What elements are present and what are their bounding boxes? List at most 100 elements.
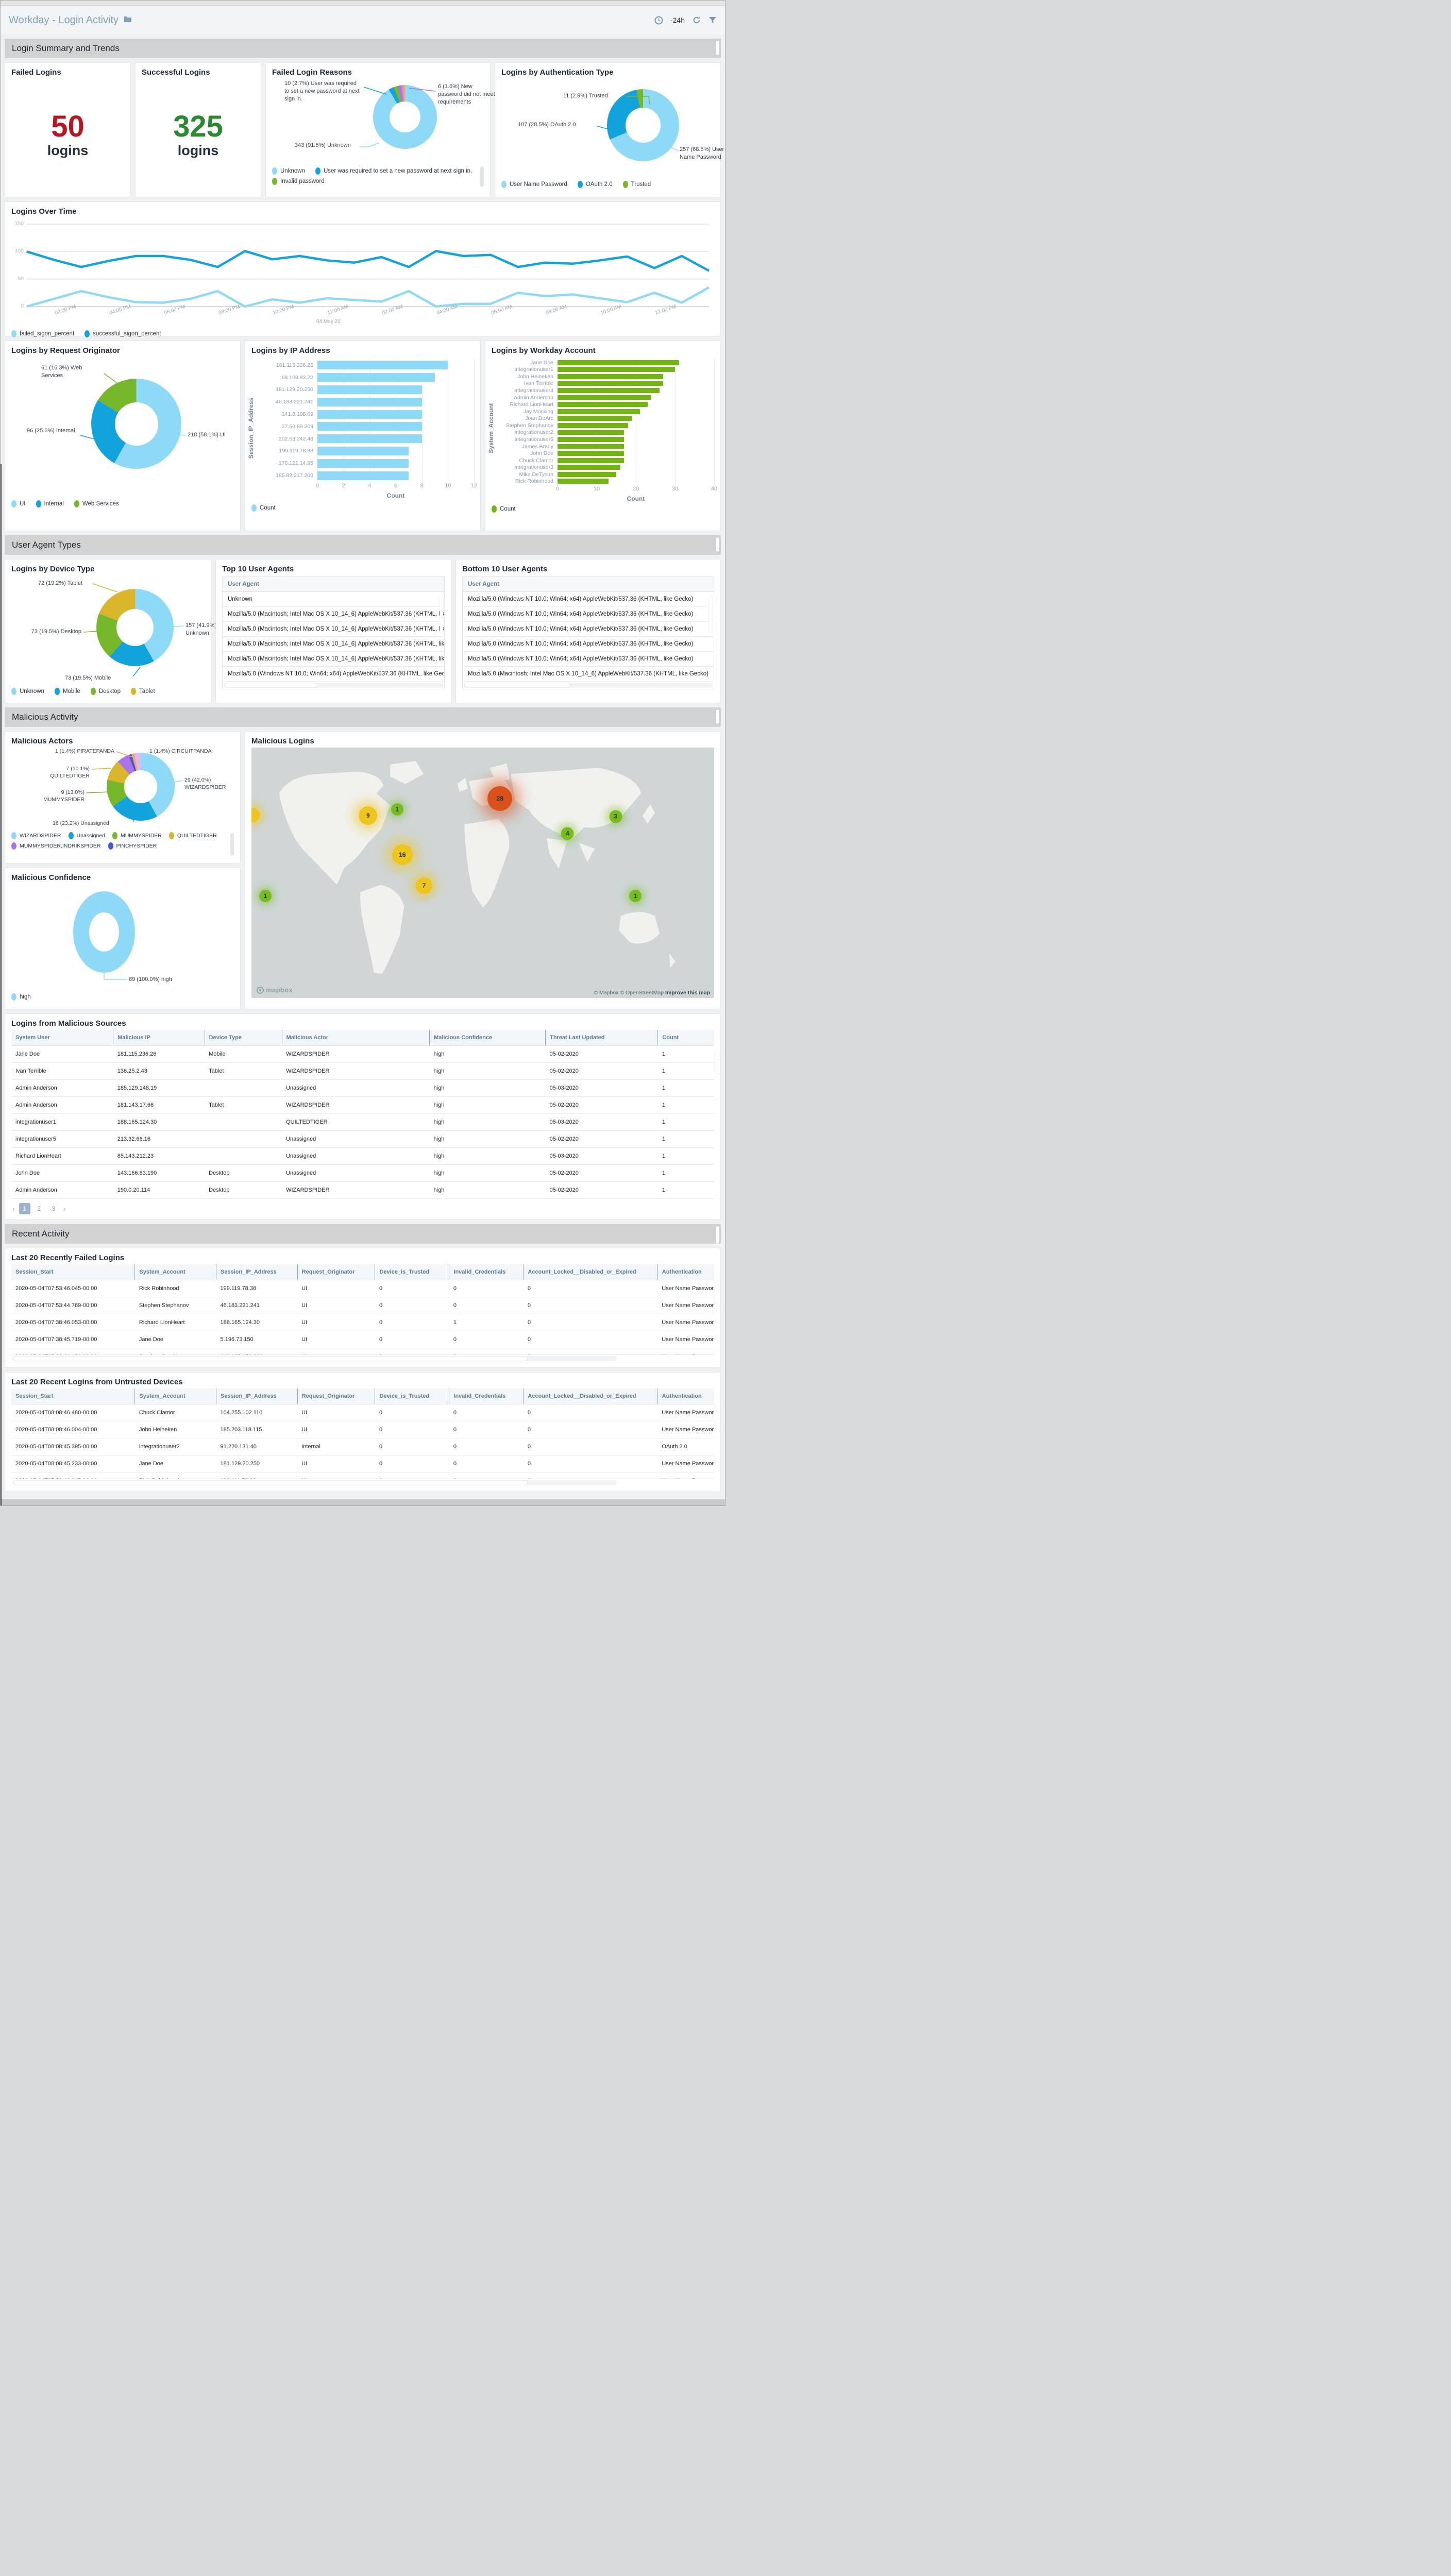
vertical-scrollbar[interactable] [439, 597, 443, 633]
legend-item[interactable]: failed_sigon_percent [11, 330, 74, 337]
bar[interactable] [558, 437, 625, 442]
bar[interactable] [558, 395, 652, 400]
bar[interactable] [558, 388, 660, 393]
table-row[interactable]: 2020-05-04T07:38:46.053-00:00 Richard Lio… [11, 1314, 714, 1331]
table-row[interactable]: 2020-05-04T07:38:45.719-00:00 Jane Doe 5.1… [11, 1331, 714, 1348]
donut-chart-device-type[interactable]: 72 (19.2%) Tablet 157 (41.9%) Unknown 73 (… [11, 575, 216, 685]
time-range-value[interactable]: -24h [670, 16, 685, 24]
column-header[interactable]: Request_Originator [297, 1388, 375, 1404]
bar[interactable] [317, 471, 409, 480]
bar[interactable] [317, 410, 422, 419]
table-scrollbar[interactable] [715, 1050, 719, 1074]
legend-scrollbar[interactable] [480, 166, 484, 187]
table-row[interactable]: Ivan Terrible 136.25.2.43 Tablet WIZARDSPID… [11, 1062, 714, 1080]
map-bubble[interactable]: 1 [391, 803, 403, 816]
column-header[interactable]: Threat Last Updated [545, 1030, 658, 1046]
donut-malicious-confidence[interactable] [73, 891, 135, 973]
donut-chart-malicious-actors[interactable]: 1 (1.4%) PIRATEPANDA 1 (1.4%) CIRCUITPAND… [11, 748, 234, 829]
legend-item[interactable]: Web Services [74, 500, 119, 507]
section-scrollbar[interactable] [716, 1226, 719, 1244]
legend-item[interactable]: Invalid password [272, 178, 325, 185]
horizontal-scrollbar[interactable] [13, 1357, 528, 1361]
table-scrollbar[interactable] [715, 1281, 719, 1305]
table-row[interactable]: Mozilla/5.0 (Macintosh; Intel Mac OS X 1… [462, 667, 714, 682]
filter-icon[interactable] [708, 16, 717, 24]
column-header[interactable]: Authentication [657, 1264, 714, 1280]
legend-item[interactable]: User was required to set a new password … [315, 167, 472, 175]
donut-malicious-actors[interactable] [107, 753, 175, 821]
legend-item[interactable]: Desktop [90, 688, 121, 695]
table-row[interactable]: Mozilla/5.0 (Windows NT 10.0; Win64; x64… [462, 622, 714, 637]
line-chart-logins-over-time[interactable]: 0 50 100 150 02:00 PM 04:00 PM 06:00 PM 08:00 … [11, 218, 714, 327]
bar[interactable] [558, 457, 625, 463]
legend-item[interactable]: Mobile [54, 688, 80, 695]
column-header[interactable]: Device_is_Trusted [375, 1264, 449, 1280]
donut-chart-failed-reasons[interactable]: 10 (2.7%) User was required to set a new… [272, 79, 495, 164]
section-scrollbar[interactable] [716, 537, 719, 552]
column-header[interactable]: System_Account [134, 1264, 216, 1280]
horizontal-scrollbar[interactable] [224, 683, 317, 687]
pagination-page[interactable]: 3 [52, 1205, 56, 1212]
bar[interactable] [558, 451, 625, 456]
legend-scrollbar[interactable] [230, 833, 234, 856]
map-bubble[interactable]: 9 [359, 806, 378, 825]
mapbox-attribution-link[interactable]: © Mapbox [594, 990, 619, 996]
improve-map-link[interactable]: Improve this map [665, 990, 710, 996]
table-row[interactable]: 2020-05-04T08:08:45.233-00:00 Jane Doe 181… [11, 1455, 714, 1472]
column-header[interactable]: Account_Locked__Disabled_or_Expired [523, 1264, 658, 1280]
column-header[interactable]: Session_IP_Address [216, 1388, 298, 1404]
horizontal-scrollbar[interactable] [464, 683, 569, 687]
refresh-icon[interactable] [692, 16, 701, 24]
donut-auth-type[interactable] [607, 89, 679, 161]
legend-item[interactable]: high [11, 993, 31, 1001]
legend-item[interactable]: MUMMYSPIDER [112, 832, 162, 839]
horizontal-scrollbar[interactable] [13, 1481, 528, 1485]
table-row[interactable]: 2020-05-04T08:08:45.395-00:00 integration… [11, 1438, 714, 1455]
column-header[interactable]: Invalid_Credentials [449, 1388, 524, 1404]
donut-failed-reasons[interactable] [373, 85, 437, 149]
bar[interactable] [558, 416, 632, 421]
legend-item[interactable]: PINCHYSPIDER [108, 842, 157, 850]
legend-item[interactable]: UI [11, 500, 26, 507]
bar-chart-logins-by-ip[interactable]: 181.115.236.26 68.109.83.22 181.129.20.250… [251, 359, 477, 491]
column-header[interactable]: Device_is_Trusted [375, 1388, 449, 1404]
osm-attribution-link[interactable]: © OpenStreetMap [620, 990, 664, 996]
bar[interactable] [317, 397, 422, 406]
map-bubble[interactable]: 1 [259, 889, 272, 902]
table-row[interactable]: Mozilla/5.0 (Macintosh; Intel Mac OS X 1… [222, 622, 444, 637]
column-header[interactable]: Account_Locked__Disabled_or_Expired [523, 1388, 658, 1404]
legend-item[interactable]: successful_sigon_percent [85, 330, 161, 337]
table-row[interactable]: 2020-05-04T08:08:46.004-00:00 John Heinek… [11, 1421, 714, 1438]
column-header[interactable]: User Agent [462, 577, 714, 592]
table-row[interactable]: Mozilla/5.0 (Windows NT 10.0; Win64; x64… [462, 592, 714, 607]
bar[interactable] [317, 373, 435, 382]
time-range-clock-icon[interactable] [654, 16, 663, 25]
column-header[interactable]: Count [657, 1030, 714, 1046]
bar[interactable] [558, 409, 640, 414]
table-row[interactable]: 2020-05-04T07:53:44.769-00:00 Stephen Ste… [11, 1297, 714, 1314]
donut-chart-request-originator[interactable]: 61 (16.3%) Web Services 96 (25.6%) Intern… [11, 357, 234, 497]
bar[interactable] [558, 360, 679, 365]
bar[interactable] [558, 430, 625, 435]
vertical-scrollbar[interactable] [709, 597, 713, 633]
bar[interactable] [317, 459, 409, 468]
legend-item[interactable]: Internal [36, 500, 64, 507]
table-row[interactable]: Admin Anderson 185.129.148.19 Unassigned hi… [11, 1079, 714, 1097]
world-map[interactable]: 9 1 16 7 28 4 3 1 1 mapbox © Mapbox © OpenStreet… [251, 748, 714, 998]
pagination-page[interactable]: 2 [37, 1205, 41, 1212]
donut-device-type[interactable] [96, 589, 174, 666]
map-bubble[interactable]: 4 [561, 827, 574, 840]
legend-item[interactable]: Trusted [622, 181, 651, 188]
pagination-prev[interactable]: ‹ [12, 1205, 15, 1213]
mapbox-logo[interactable]: mapbox [257, 986, 293, 994]
bar[interactable] [558, 479, 609, 484]
map-bubble[interactable]: 1 [629, 889, 642, 902]
bar[interactable] [317, 446, 409, 456]
legend-item[interactable]: Unknown [11, 688, 44, 695]
table-row[interactable]: Unknown [222, 592, 444, 607]
donut-chart-malicious-confidence[interactable]: 69 (100.0%) high [11, 884, 234, 990]
column-header[interactable]: Session_IP_Address [216, 1264, 298, 1280]
bar-chart-logins-by-account[interactable]: Jane Doe integrationuser1 John Heineken Iva… [492, 359, 717, 494]
